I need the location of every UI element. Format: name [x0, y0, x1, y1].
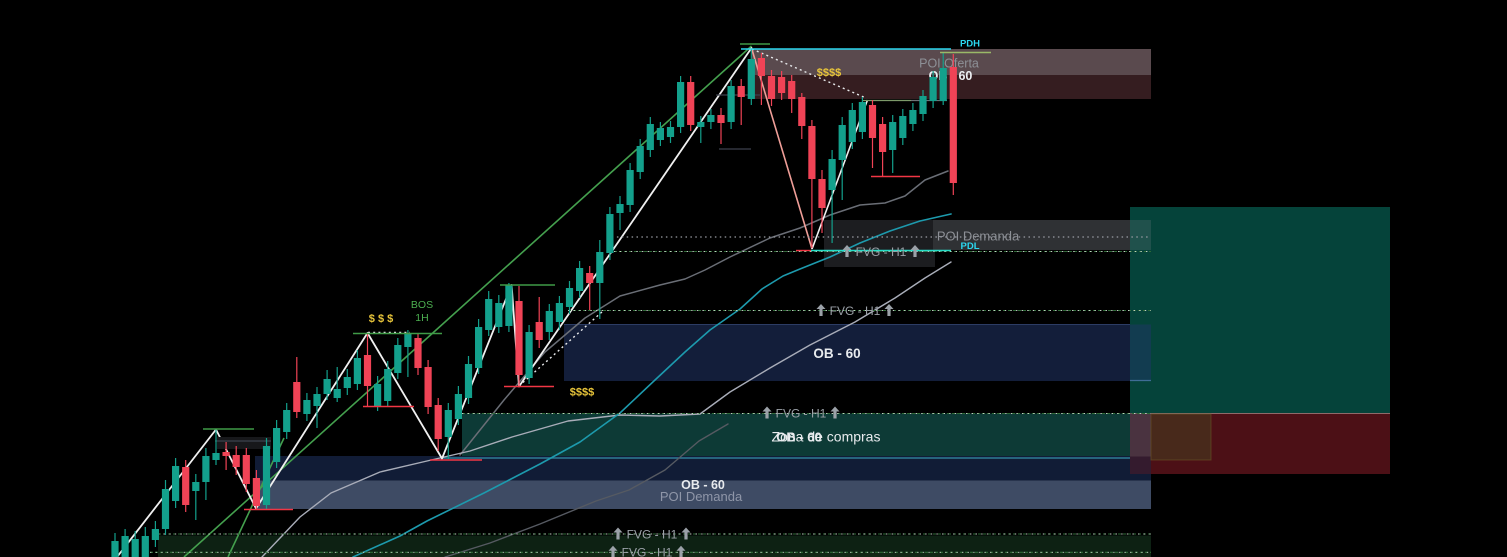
svg-text:POI Demanda: POI Demanda: [937, 229, 1020, 244]
svg-text:$$$$: $$$$: [817, 67, 841, 79]
svg-text:PDL: PDL: [961, 241, 980, 252]
svg-text:FVG - H1: FVG - H1: [627, 527, 678, 541]
svg-text:PDH: PDH: [960, 39, 980, 50]
svg-text:POI Demanda: POI Demanda: [660, 489, 743, 504]
svg-text:$$$$: $$$$: [570, 387, 594, 399]
svg-text:FVG - H1: FVG - H1: [830, 304, 881, 318]
svg-text:FVG - H1: FVG - H1: [622, 546, 673, 557]
svg-text:BOS: BOS: [411, 299, 433, 311]
svg-text:FVG - H1: FVG - H1: [856, 245, 907, 259]
svg-text:FVG - H1: FVG - H1: [776, 406, 827, 420]
svg-text:1H: 1H: [415, 312, 428, 324]
svg-text:OB - 60: OB - 60: [776, 430, 822, 445]
svg-text:OB - 60: OB - 60: [681, 478, 725, 492]
svg-text:Zona de compras: Zona de compras: [772, 429, 881, 445]
svg-text:$ $ $: $ $ $: [369, 313, 393, 325]
svg-text:OB - 60: OB - 60: [813, 346, 860, 361]
svg-text:POI Oferta: POI Oferta: [919, 57, 979, 71]
